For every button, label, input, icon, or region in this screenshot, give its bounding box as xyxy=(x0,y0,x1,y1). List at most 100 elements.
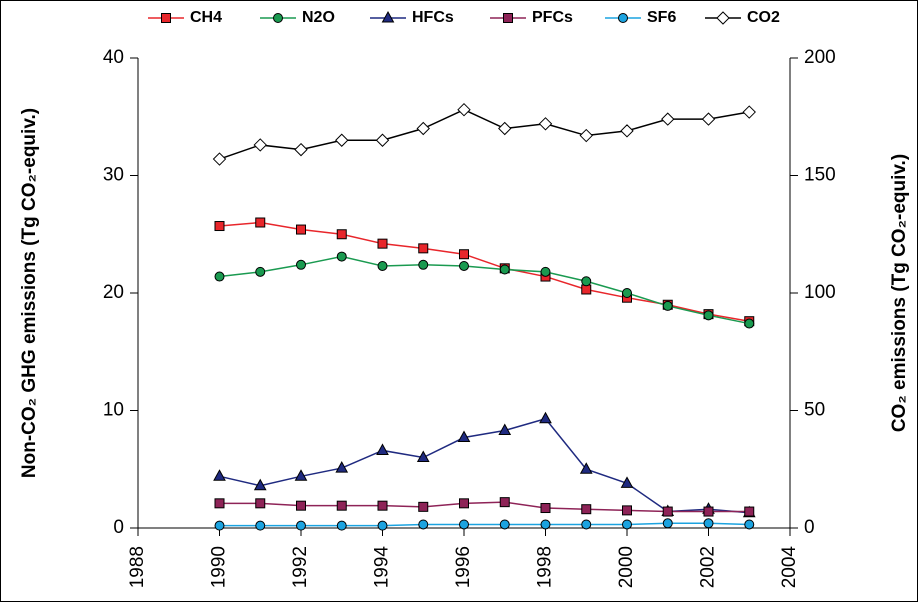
marker xyxy=(212,152,227,166)
marker xyxy=(540,266,551,277)
marker xyxy=(296,224,306,235)
marker xyxy=(499,497,510,508)
marker xyxy=(540,519,551,530)
series-line xyxy=(219,522,750,527)
marker xyxy=(214,520,225,531)
marker xyxy=(459,260,469,271)
marker xyxy=(744,519,755,530)
marker xyxy=(416,121,430,136)
legend-marker xyxy=(716,11,730,25)
legend-label: PFCs xyxy=(532,9,573,26)
marker xyxy=(662,518,673,529)
legend-marker xyxy=(381,10,395,23)
marker xyxy=(294,469,308,481)
marker xyxy=(296,500,306,511)
legend-marker xyxy=(273,13,283,23)
marker xyxy=(418,259,429,270)
marker xyxy=(377,520,388,531)
marker xyxy=(214,498,225,509)
marker xyxy=(376,443,389,455)
marker xyxy=(701,112,716,126)
marker xyxy=(661,112,675,126)
marker xyxy=(214,221,225,232)
marker xyxy=(255,520,266,531)
series-line xyxy=(219,501,750,513)
marker xyxy=(416,450,430,462)
marker xyxy=(459,249,469,260)
marker xyxy=(336,251,347,262)
marker xyxy=(581,519,592,530)
y2-tick-label: 50 xyxy=(804,400,825,421)
legend-label: N2O xyxy=(302,9,335,26)
marker xyxy=(622,505,632,516)
legend-marker xyxy=(161,13,171,23)
y2-tick-label: 200 xyxy=(804,47,836,68)
marker xyxy=(335,461,349,473)
marker xyxy=(579,128,593,143)
y-tick-label: 40 xyxy=(103,47,124,68)
series-line xyxy=(219,255,750,325)
y2-axis-label: CO₂ emissions (Tg CO₂-equiv.) xyxy=(889,154,910,432)
marker xyxy=(703,518,714,529)
marker xyxy=(620,476,634,488)
marker xyxy=(336,520,347,531)
legend-label: SF6 xyxy=(647,9,676,26)
marker xyxy=(296,520,306,531)
marker xyxy=(579,462,593,474)
marker xyxy=(296,259,306,270)
y2-tick-label: 100 xyxy=(804,282,836,303)
marker xyxy=(336,500,347,511)
x-tick-label: 1990 xyxy=(209,546,230,588)
marker xyxy=(418,519,429,530)
x-tick-label: 1988 xyxy=(127,546,148,588)
marker xyxy=(581,276,592,287)
x-tick-label: 1998 xyxy=(535,546,556,588)
x-tick-label: 2004 xyxy=(779,546,800,589)
marker xyxy=(622,519,632,530)
marker xyxy=(703,506,714,517)
marker xyxy=(742,105,756,119)
y2-tick-label: 0 xyxy=(804,517,815,538)
y-tick-label: 10 xyxy=(103,400,124,421)
marker xyxy=(375,133,390,147)
marker xyxy=(418,243,429,254)
marker xyxy=(581,284,592,295)
marker xyxy=(498,121,512,136)
marker xyxy=(253,138,267,152)
marker xyxy=(294,142,308,157)
marker xyxy=(662,506,673,517)
x-tick-label: 2002 xyxy=(698,546,719,588)
marker xyxy=(255,217,266,228)
marker xyxy=(457,430,471,443)
marker xyxy=(498,423,512,435)
marker xyxy=(255,498,266,509)
x-tick-label: 1994 xyxy=(372,546,393,589)
legend-marker xyxy=(618,13,628,23)
marker xyxy=(622,288,632,298)
marker xyxy=(335,133,349,147)
marker xyxy=(336,229,347,240)
series-line xyxy=(219,417,750,514)
legend-label: CO2 xyxy=(747,9,780,26)
x-tick-label: 1992 xyxy=(290,546,311,588)
marker xyxy=(377,500,388,511)
marker xyxy=(377,260,388,271)
marker xyxy=(459,519,469,530)
marker xyxy=(214,271,225,282)
marker xyxy=(744,506,755,517)
marker xyxy=(253,478,267,491)
marker xyxy=(540,503,551,514)
y-axis-label: Non-CO₂ GHG emissions (Tg CO₂-equiv.) xyxy=(19,108,40,478)
marker xyxy=(539,411,552,424)
legend-label: CH4 xyxy=(190,9,222,26)
marker xyxy=(499,264,510,275)
marker xyxy=(620,124,634,138)
marker xyxy=(255,266,266,277)
y-tick-label: 30 xyxy=(103,165,124,186)
marker xyxy=(377,238,388,249)
y-tick-label: 20 xyxy=(103,282,124,303)
legend-label: HFCs xyxy=(412,9,454,26)
marker xyxy=(213,469,226,481)
